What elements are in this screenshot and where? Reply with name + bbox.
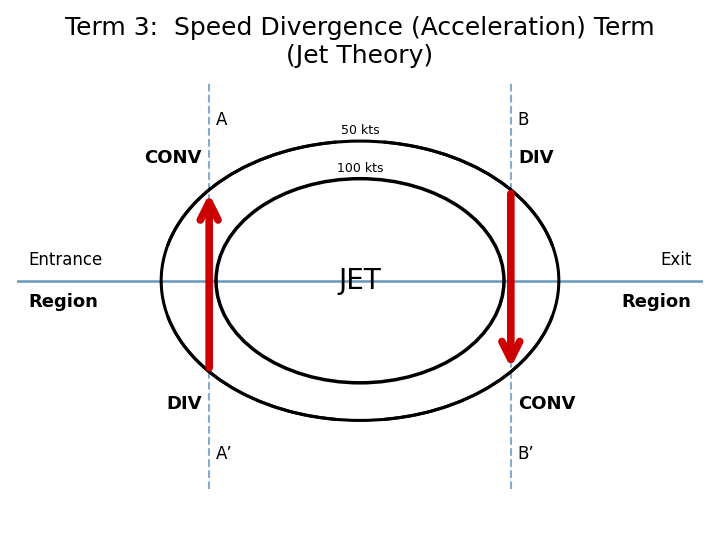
Text: Entrance: Entrance [29, 251, 103, 269]
Text: JET: JET [338, 267, 382, 295]
Text: 100 kts: 100 kts [337, 161, 383, 175]
Text: B’: B’ [518, 446, 534, 463]
Text: Exit: Exit [660, 251, 691, 269]
Text: CONV: CONV [518, 395, 576, 413]
Text: A’: A’ [216, 446, 233, 463]
Text: DIV: DIV [166, 395, 202, 413]
Text: Region: Region [621, 293, 691, 310]
Text: Region: Region [29, 293, 99, 310]
Text: 50 kts: 50 kts [341, 124, 379, 137]
Text: DIV: DIV [518, 148, 554, 167]
Text: Term 3:  Speed Divergence (Acceleration) Term
(Jet Theory): Term 3: Speed Divergence (Acceleration) … [66, 16, 654, 68]
Text: A: A [216, 111, 228, 129]
Text: B: B [518, 111, 529, 129]
Text: CONV: CONV [144, 148, 202, 167]
